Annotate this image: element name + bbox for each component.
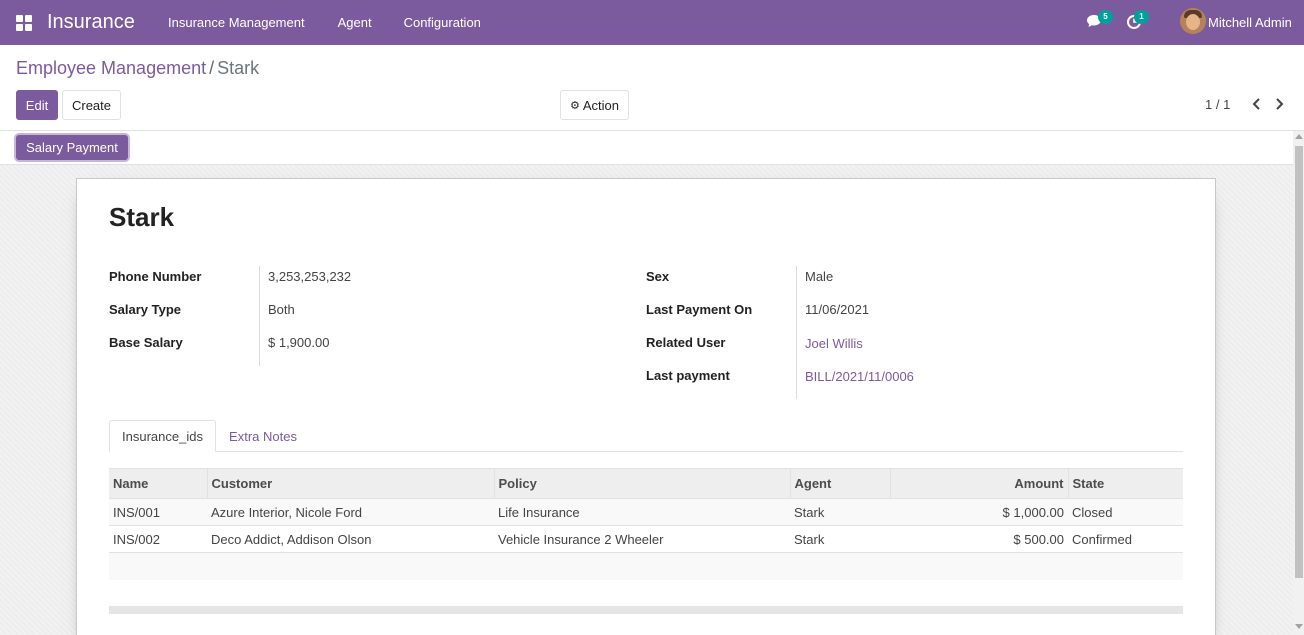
record-title: Stark xyxy=(109,202,175,232)
apps-menu-icon[interactable] xyxy=(16,15,32,31)
scroll-down-arrow-icon[interactable] xyxy=(1295,624,1303,629)
pager-next-icon[interactable] xyxy=(1273,97,1285,111)
scrollbar-thumb[interactable] xyxy=(1295,146,1303,578)
chat-icon[interactable] xyxy=(1086,14,1102,28)
table-empty-row xyxy=(109,552,1183,580)
table-footer xyxy=(109,606,1183,614)
cell-policy: Life Insurance xyxy=(494,498,790,526)
tab-extra-notes[interactable]: Extra Notes xyxy=(229,428,297,444)
breadcrumb-separator: / xyxy=(209,58,215,78)
cell-agent: Stark xyxy=(790,525,890,553)
scroll-up-arrow-icon[interactable] xyxy=(1295,134,1303,139)
last-payment-link[interactable]: BILL/2021/11/0006 xyxy=(805,369,914,384)
cell-customer: Azure Interior, Nicole Ford xyxy=(207,498,494,526)
table-row[interactable]: INS/001 Azure Interior, Nicole Ford Life… xyxy=(109,498,1183,526)
control-panel-divider xyxy=(0,130,1304,131)
tabs-baseline xyxy=(109,451,1183,452)
salary-type-label: Salary Type xyxy=(109,302,182,317)
last-payment-on-label: Last Payment On xyxy=(646,302,753,317)
form-statusbar xyxy=(0,131,1293,165)
related-user-link[interactable]: Joel Willis xyxy=(805,336,863,351)
breadcrumb: Employee Management / Stark xyxy=(16,58,259,79)
base-salary-label: Base Salary xyxy=(109,335,183,350)
gear-icon: ⚙ xyxy=(569,99,580,112)
cell-name: INS/002 xyxy=(109,525,207,553)
cell-amount: $ 1,000.00 xyxy=(890,498,1068,526)
cell-customer: Deco Addict, Addison Olson xyxy=(207,525,494,553)
table-header-row: Name Customer Policy Agent Amount State xyxy=(109,468,1183,499)
action-label: Action xyxy=(582,97,619,113)
sex-value: Male xyxy=(805,269,834,284)
cell-state: Closed xyxy=(1068,498,1183,526)
pager-value[interactable]: 1 / 1 xyxy=(1205,97,1231,112)
column-header-customer[interactable]: Customer xyxy=(206,468,494,499)
cell-agent: Stark xyxy=(790,498,890,526)
pager-previous-icon[interactable] xyxy=(1251,97,1263,111)
menu-agent[interactable]: Agent xyxy=(337,15,372,30)
user-avatar[interactable] xyxy=(1180,8,1206,34)
column-header-name[interactable]: Name xyxy=(109,468,207,499)
sex-label: Sex xyxy=(646,269,670,284)
menu-insurance-management[interactable]: Insurance Management xyxy=(168,15,305,30)
app-name[interactable]: Insurance xyxy=(47,11,135,33)
table-row[interactable]: INS/002 Deco Addict, Addison Olson Vehic… xyxy=(109,525,1183,553)
column-header-state[interactable]: State xyxy=(1067,468,1183,499)
column-header-amount[interactable]: Amount xyxy=(889,468,1068,499)
create-button[interactable]: Create xyxy=(62,90,121,120)
phone-number-label: Phone Number xyxy=(109,269,202,284)
breadcrumb-parent[interactable]: Employee Management xyxy=(16,58,207,78)
user-menu-name[interactable]: Mitchell Admin xyxy=(1208,15,1292,30)
last-payment-on-value: 11/06/2021 xyxy=(805,302,870,317)
cell-state: Confirmed xyxy=(1068,525,1183,553)
salary-payment-button[interactable]: Salary Payment xyxy=(16,135,128,160)
top-navbar: Insurance Insurance Management Agent Con… xyxy=(0,0,1304,45)
base-salary-value: $ 1,900.00 xyxy=(268,335,330,350)
cell-policy: Vehicle Insurance 2 Wheeler xyxy=(494,525,790,553)
right-group-divider xyxy=(796,266,797,399)
activities-badge: 1 xyxy=(1134,10,1149,24)
edit-button[interactable]: Edit xyxy=(16,90,58,120)
last-payment-label: Last payment xyxy=(646,368,730,383)
tab-insurance-ids[interactable]: Insurance_ids xyxy=(109,420,216,452)
salary-type-value: Both xyxy=(268,302,295,317)
left-group-divider xyxy=(259,266,260,366)
messages-badge: 5 xyxy=(1098,10,1113,24)
cell-name: INS/001 xyxy=(109,498,207,526)
menu-configuration[interactable]: Configuration xyxy=(403,15,481,30)
cell-amount: $ 500.00 xyxy=(890,525,1068,553)
main-menu: Insurance Management Agent Configuration xyxy=(168,15,514,30)
breadcrumb-current: Stark xyxy=(217,58,260,78)
phone-number-value: 3,253,253,232 xyxy=(268,269,352,284)
insurance-table: Name Customer Policy Agent Amount State … xyxy=(109,468,1183,580)
related-user-label: Related User xyxy=(646,335,726,350)
action-button[interactable]: ⚙ Action xyxy=(560,90,629,120)
column-header-agent[interactable]: Agent xyxy=(789,468,890,499)
column-header-policy[interactable]: Policy xyxy=(493,468,790,499)
